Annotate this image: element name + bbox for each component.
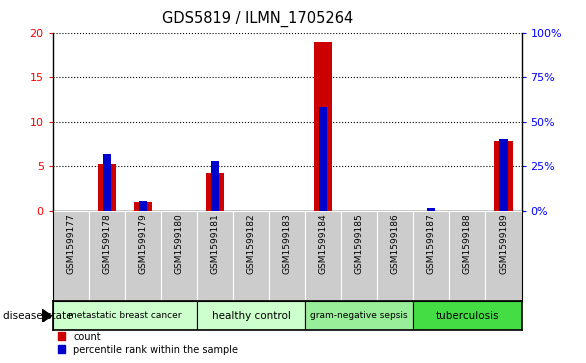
Text: gram-negative sepsis: gram-negative sepsis xyxy=(311,311,408,320)
Bar xyxy=(161,211,197,301)
Bar xyxy=(427,208,435,211)
Bar xyxy=(485,211,522,301)
Text: GSM1599181: GSM1599181 xyxy=(210,213,220,274)
Text: GSM1599182: GSM1599182 xyxy=(247,213,255,274)
Text: GSM1599180: GSM1599180 xyxy=(175,213,183,274)
Text: GSM1599188: GSM1599188 xyxy=(463,213,472,274)
Bar xyxy=(495,141,513,211)
Text: healthy control: healthy control xyxy=(212,311,291,321)
Bar xyxy=(499,139,507,211)
Polygon shape xyxy=(42,309,52,322)
Bar xyxy=(319,107,327,211)
Legend: count, percentile rank within the sample: count, percentile rank within the sample xyxy=(57,331,238,355)
Bar xyxy=(314,41,332,211)
Bar xyxy=(53,301,197,330)
Bar xyxy=(206,173,224,211)
Bar xyxy=(197,301,305,330)
Bar xyxy=(305,301,413,330)
Bar xyxy=(449,211,485,301)
Bar xyxy=(139,201,147,211)
Text: GDS5819 / ILMN_1705264: GDS5819 / ILMN_1705264 xyxy=(162,11,353,27)
Bar xyxy=(305,211,341,301)
Bar xyxy=(134,202,152,211)
Text: GSM1599187: GSM1599187 xyxy=(427,213,436,274)
Text: GSM1599178: GSM1599178 xyxy=(103,213,111,274)
Text: GSM1599186: GSM1599186 xyxy=(391,213,400,274)
Text: GSM1599184: GSM1599184 xyxy=(319,213,328,274)
Bar xyxy=(413,301,522,330)
Bar xyxy=(269,211,305,301)
Bar xyxy=(233,211,269,301)
Bar xyxy=(377,211,413,301)
Bar xyxy=(197,211,233,301)
Bar xyxy=(211,161,219,211)
Text: metastatic breast cancer: metastatic breast cancer xyxy=(68,311,182,320)
Bar xyxy=(53,211,89,301)
Bar xyxy=(125,211,161,301)
Text: disease state: disease state xyxy=(3,311,73,321)
Bar xyxy=(98,164,116,211)
Text: GSM1599183: GSM1599183 xyxy=(282,213,292,274)
Bar xyxy=(89,211,125,301)
Bar xyxy=(413,211,449,301)
Bar xyxy=(103,154,111,211)
Text: GSM1599185: GSM1599185 xyxy=(355,213,364,274)
Bar xyxy=(341,211,377,301)
Text: GSM1599177: GSM1599177 xyxy=(66,213,75,274)
Text: GSM1599189: GSM1599189 xyxy=(499,213,508,274)
Text: tuberculosis: tuberculosis xyxy=(435,311,499,321)
Text: GSM1599179: GSM1599179 xyxy=(138,213,148,274)
